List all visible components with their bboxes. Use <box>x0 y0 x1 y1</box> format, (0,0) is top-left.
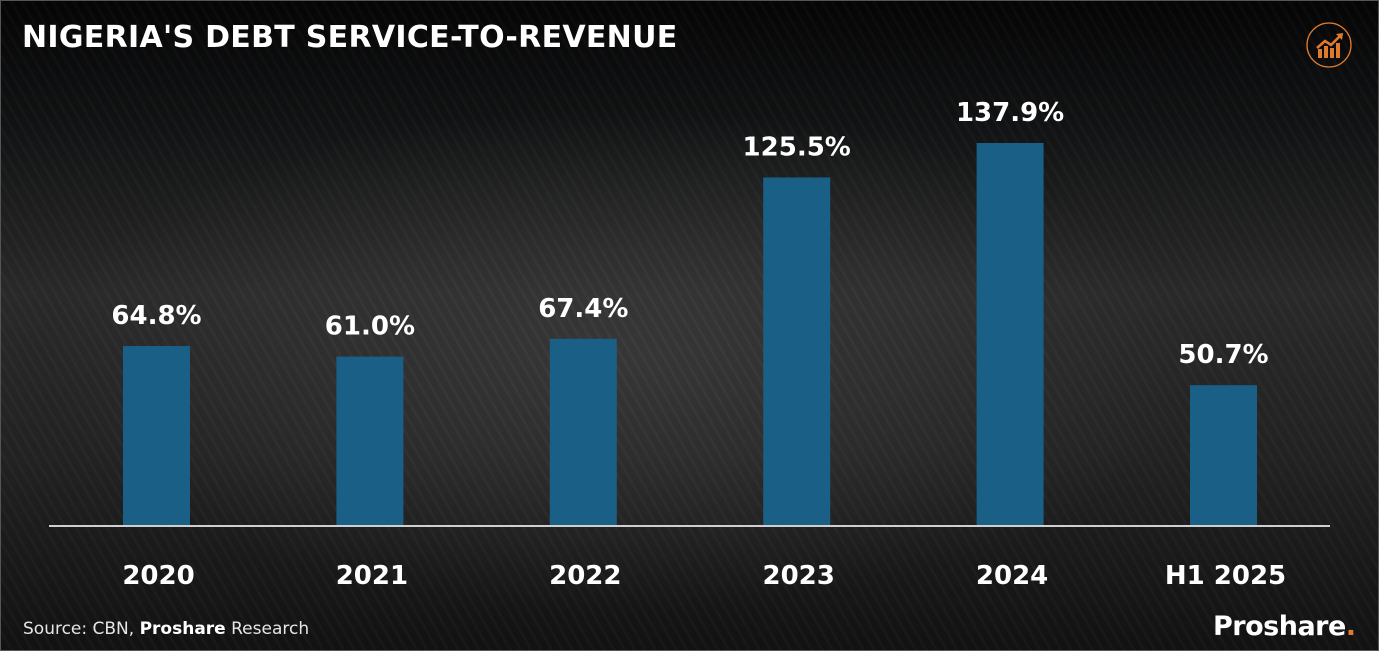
brand-name: Proshare <box>1213 611 1346 642</box>
bar-2020 <box>123 346 190 526</box>
bar-2021 <box>336 356 404 526</box>
bars-group <box>123 143 1257 526</box>
bar-2023 <box>763 177 831 526</box>
x-tick-label: 2020 <box>122 561 194 591</box>
data-label: 50.7% <box>1178 340 1268 370</box>
x-tick-label: 2024 <box>976 561 1048 591</box>
data-label: 67.4% <box>538 294 628 324</box>
brand-logo: Proshare. <box>1213 611 1356 642</box>
data-label: 125.5% <box>743 132 851 162</box>
data-label: 61.0% <box>325 312 415 342</box>
bar-h1-2025 <box>1190 385 1257 526</box>
data-label: 64.8% <box>111 301 201 331</box>
x-tick-label: H1 2025 <box>1165 561 1286 591</box>
source-suffix: Research <box>225 619 310 639</box>
chart-title: NIGERIA'S DEBT SERVICE-TO-REVENUE <box>22 20 678 55</box>
labels-group: 64.8% 2020 61.0% 2021 67.4% 2022 125.5% 2023 137… <box>111 98 1286 591</box>
x-tick-label: 2022 <box>549 561 621 591</box>
data-label: 137.9% <box>956 98 1064 128</box>
source-brand: Proshare <box>139 619 226 639</box>
growth-chart-icon <box>1306 22 1352 68</box>
bar-2022 <box>549 338 617 526</box>
source-prefix: Source: CBN, <box>23 619 140 639</box>
source-note: Source: CBN, Proshare Research <box>23 619 309 639</box>
x-tick-label: 2023 <box>763 561 835 591</box>
x-tick-label: 2021 <box>336 561 408 591</box>
brand-dot: . <box>1345 611 1356 642</box>
bar-2024 <box>976 143 1044 526</box>
